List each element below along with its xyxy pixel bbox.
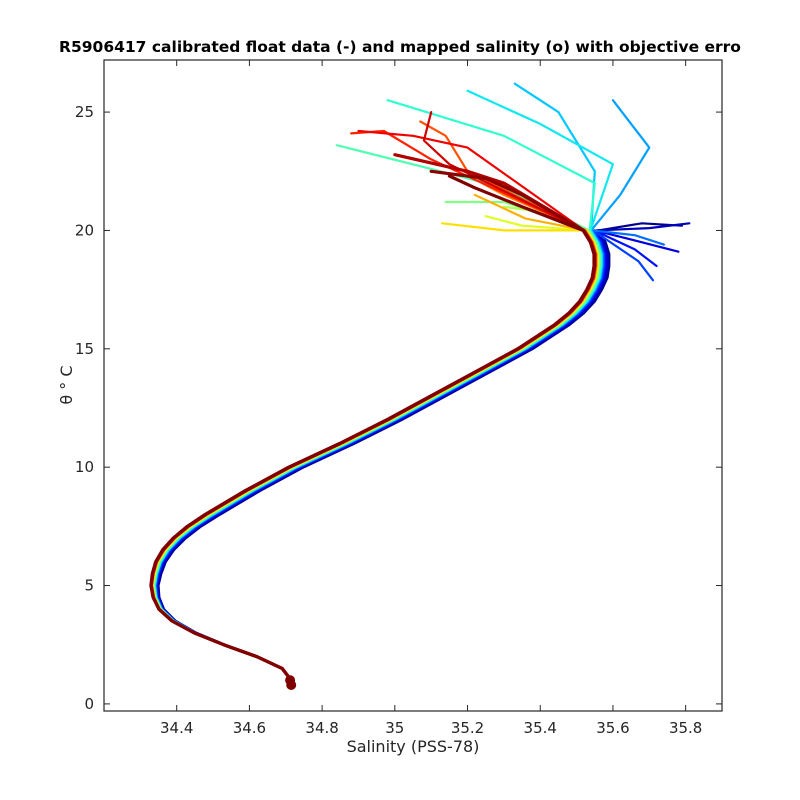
y-tick-label: 15 xyxy=(75,340,94,358)
y-tick-label: 5 xyxy=(84,577,94,595)
plot-area xyxy=(104,60,722,711)
y-axis-label: θ ° C xyxy=(57,365,76,404)
x-axis-ticks: 34.4 34.6 34.8 35 35.2 35.4 35.6 35.8 xyxy=(160,60,702,737)
x-tick-label: 35.6 xyxy=(596,719,629,737)
x-tick-label: 34.4 xyxy=(160,719,193,737)
plot-frame xyxy=(103,59,723,712)
x-tick-label: 35.8 xyxy=(669,719,702,737)
x-tick-label: 34.8 xyxy=(305,719,338,737)
y-axis-ticks: 0 5 10 15 20 25 xyxy=(75,103,722,713)
x-tick-label: 35.4 xyxy=(524,719,557,737)
x-tick-label: 34.6 xyxy=(233,719,266,737)
x-tick-label: 35.2 xyxy=(451,719,484,737)
x-tick-label: 35 xyxy=(385,719,404,737)
x-axis-label: Salinity (PSS-78) xyxy=(347,737,480,756)
y-tick-label: 25 xyxy=(75,103,94,121)
y-tick-label: 0 xyxy=(84,695,94,713)
series-layer xyxy=(149,82,691,690)
chart-title: R5906417 calibrated float data (-) and m… xyxy=(59,38,741,56)
mapped-salinity-marker xyxy=(285,675,296,686)
y-tick-label: 20 xyxy=(75,221,94,239)
profile-series-line xyxy=(149,174,596,682)
y-tick-label: 10 xyxy=(75,458,94,476)
